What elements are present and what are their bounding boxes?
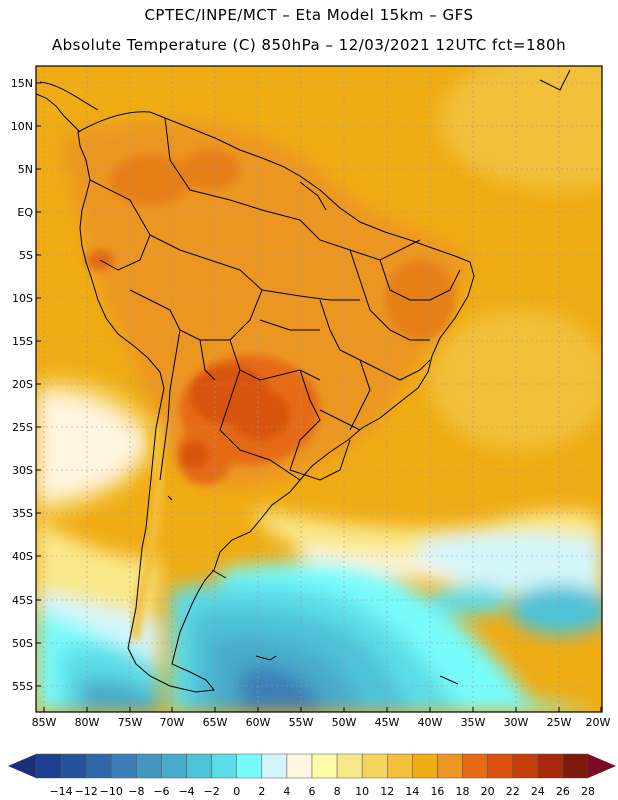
colorbar-label: 22: [506, 785, 520, 798]
colorbar-swatch: [60, 753, 87, 779]
longitude-labels: 85W 80W 75W 70W 65W 60W 55W 50W 45W 40W …: [32, 716, 611, 729]
colorbar-under-arrow: [8, 754, 36, 778]
colorbar-swatch: [286, 753, 313, 779]
colorbar-label: 4: [283, 785, 290, 798]
map-title-line-2: Absolute Temperature (C) 850hPa – 12/03/…: [51, 36, 567, 54]
lat-label: 15S: [12, 335, 33, 348]
lon-label: 65W: [203, 716, 228, 729]
lat-label: 30S: [12, 464, 33, 477]
lat-label: 25S: [12, 421, 33, 434]
colorbar-label: 16: [430, 785, 444, 798]
colorbar-swatch: [85, 753, 112, 779]
axis-ticks: [36, 82, 602, 712]
colorbar-swatch: [161, 753, 187, 779]
lat-label: EQ: [17, 206, 33, 219]
lat-label: 55S: [12, 680, 33, 693]
lon-label: 30W: [504, 716, 529, 729]
lon-label: 55W: [289, 716, 314, 729]
latitude-labels: 15N 10N 5N EQ 5S 10S 15S 20S 25S 30S 35S…: [11, 77, 34, 693]
colorbar-labels: −14 −12 −10 −8 −6 −4 −2 0 2 4 6 8 10 12 14 16 18 20 22 24 26…: [49, 785, 595, 798]
colorbar-swatch: [412, 753, 438, 779]
lat-label: 10N: [11, 120, 33, 133]
lat-label: 35S: [12, 507, 33, 520]
colorbar-label: −8: [128, 785, 144, 798]
lat-label: 15N: [11, 77, 33, 90]
colorbar-swatch: [311, 753, 338, 779]
colorbar-swatch: [512, 753, 539, 779]
lon-label: 85W: [32, 716, 57, 729]
lat-label: 40S: [12, 550, 33, 563]
colorbar-label: 28: [581, 785, 595, 798]
colorbar-swatch: [136, 753, 162, 779]
colorbar-label: −10: [100, 785, 123, 798]
colorbar-label: 6: [309, 785, 316, 798]
colorbar-over-arrow: [588, 754, 616, 778]
colorbar-label: 12: [380, 785, 394, 798]
colorbar-swatch: [462, 753, 488, 779]
lat-label: 50S: [12, 637, 33, 650]
colorbar-swatch: [336, 753, 363, 779]
lon-label: 50W: [332, 716, 357, 729]
colorbar-swatch: [437, 753, 463, 779]
colorbar-label: −12: [75, 785, 98, 798]
lat-label: 45S: [12, 594, 33, 607]
colorbar-swatch: [361, 753, 388, 779]
colorbar-label: 14: [405, 785, 419, 798]
lon-label: 75W: [118, 716, 143, 729]
colorbar-swatch: [35, 753, 62, 779]
lat-label: 20S: [12, 378, 33, 391]
colorbar: −14 −12 −10 −8 −6 −4 −2 0 2 4 6 8 10 12 14 16 18 20 22 24 26…: [8, 753, 616, 798]
colorbar-label: 20: [481, 785, 495, 798]
colorbar-label: −6: [153, 785, 169, 798]
colorbar-label: −2: [204, 785, 220, 798]
lon-label: 20W: [586, 716, 611, 729]
colorbar-swatch: [387, 753, 413, 779]
lat-label: 10S: [12, 292, 33, 305]
lon-label: 70W: [160, 716, 185, 729]
colorbar-label: 0: [233, 785, 240, 798]
coastlines: [36, 69, 571, 693]
lat-label: 5S: [19, 249, 33, 262]
graticule: [36, 66, 602, 712]
lon-label: 25W: [547, 716, 572, 729]
colorbar-label: −14: [49, 785, 72, 798]
colorbar-label: 2: [258, 785, 265, 798]
colorbar-label: 10: [355, 785, 369, 798]
colorbar-swatch: [236, 753, 263, 779]
colorbar-label: 26: [556, 785, 570, 798]
map-title-line-1: CPTEC/INPE/MCT – Eta Model 15km – GFS: [144, 6, 474, 24]
colorbar-label: 18: [456, 785, 470, 798]
lon-label: 35W: [461, 716, 486, 729]
colorbar-swatch: [186, 753, 212, 779]
lon-label: 60W: [246, 716, 271, 729]
colorbar-swatch: [487, 753, 513, 779]
lon-label: 80W: [75, 716, 100, 729]
colorbar-swatch: [111, 753, 137, 779]
map-frame: [35, 65, 603, 713]
colorbar-label: 8: [334, 785, 341, 798]
temperature-field: [36, 66, 602, 712]
colorbar-label: −4: [178, 785, 194, 798]
lon-label: 40W: [418, 716, 443, 729]
colorbar-swatch: [537, 753, 564, 779]
colorbar-swatch: [211, 753, 237, 779]
colorbar-swatch: [261, 753, 288, 779]
lon-label: 45W: [375, 716, 400, 729]
colorbar-label: 24: [531, 785, 545, 798]
colorbar-swatch: [562, 753, 589, 779]
lat-label: 5N: [18, 163, 33, 176]
colorbar-boxes: [35, 753, 589, 779]
